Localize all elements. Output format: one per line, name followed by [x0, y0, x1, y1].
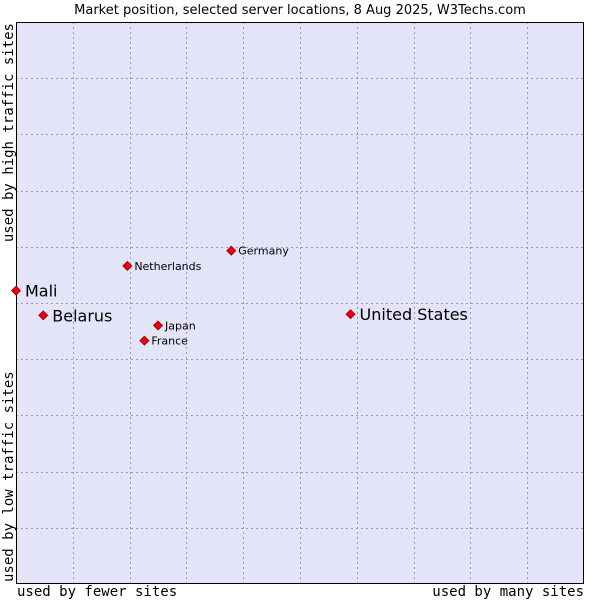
grid-layer — [16, 22, 584, 584]
plot-frame — [16, 22, 584, 584]
data-point-japan: Japan — [152, 319, 196, 332]
data-point-belarus: Belarus — [38, 306, 112, 325]
marker-japan — [152, 320, 164, 331]
point-label-germany: Germany — [238, 245, 289, 258]
chart-title: Market position, selected server locatio… — [74, 3, 526, 18]
marker-belarus — [38, 310, 49, 321]
marker-mali — [10, 285, 22, 296]
data-point-mali: Mali — [10, 282, 58, 301]
x-axis-min-label: used by fewer sites — [17, 584, 177, 600]
data-point-united-states: United States — [345, 305, 468, 324]
marker-germany — [226, 245, 237, 256]
points-layer: Mali Belarus United States Netherlands Germa… — [10, 245, 468, 348]
y-axis-max-label: used by high traffic sites — [1, 23, 17, 242]
data-point-germany: Germany — [226, 245, 289, 258]
point-label-united-states: United States — [360, 305, 468, 324]
marker-france — [139, 335, 150, 346]
y-axis-min-label: used by low traffic sites — [1, 371, 17, 582]
point-label-japan: Japan — [164, 319, 196, 332]
marker-united-states — [345, 309, 356, 320]
point-label-netherlands: Netherlands — [134, 260, 201, 273]
data-point-netherlands: Netherlands — [122, 260, 202, 273]
marker-netherlands — [122, 260, 133, 271]
x-axis-max-label: used by many sites — [432, 584, 584, 600]
point-label-belarus: Belarus — [52, 306, 112, 325]
data-point-france: France — [139, 335, 188, 348]
point-label-france: France — [151, 335, 188, 348]
point-label-mali: Mali — [25, 282, 58, 301]
